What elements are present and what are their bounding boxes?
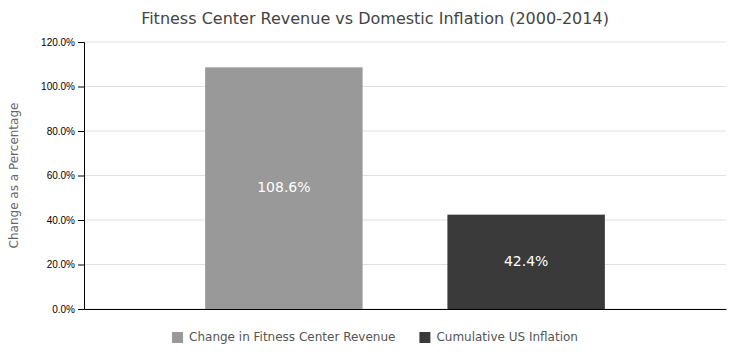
y-axis-line xyxy=(78,43,85,310)
data-labels: 108.6% 42.4% xyxy=(257,179,548,269)
x-axis-line xyxy=(85,309,727,310)
y-tick-mark xyxy=(78,309,84,310)
y-tick: 100.0% xyxy=(41,81,84,92)
grid-line xyxy=(84,309,726,310)
grid-line xyxy=(84,220,726,221)
y-tick-label: 20.0% xyxy=(47,259,75,270)
y-axis-title: Change as a Percentage xyxy=(7,103,21,249)
y-tick: 20.0% xyxy=(47,259,84,270)
y-tick-mark xyxy=(78,220,84,221)
y-tick: 120.0% xyxy=(41,37,84,48)
y-axis: 0.0% 20.0% 40.0% 60.0% 80.0% 100.0% 120.0% xyxy=(41,37,84,315)
title: Fitness Center Revenue vs Domestic Infla… xyxy=(141,9,609,28)
y-tick-label: 40.0% xyxy=(47,215,75,226)
y-tick-mark xyxy=(78,42,84,43)
legend-swatch xyxy=(419,332,430,343)
bar xyxy=(447,215,604,309)
legend-item: Cumulative US Inflation xyxy=(419,330,578,344)
y-tick-label: 80.0% xyxy=(47,126,75,137)
legend: Change in Fitness Center Revenue Cumulati… xyxy=(172,330,578,344)
y-tick-mark xyxy=(78,265,84,266)
y-tick: 80.0% xyxy=(47,126,84,137)
grid-line xyxy=(84,264,726,265)
legend-label: Change in Fitness Center Revenue xyxy=(189,330,395,344)
y-tick-label: 60.0% xyxy=(47,170,75,181)
data-label: 42.4% xyxy=(504,253,548,269)
grid xyxy=(84,42,726,309)
y-tick-label: 0.0% xyxy=(52,304,75,315)
plot-area: 0.0% 20.0% 40.0% 60.0% 80.0% 100.0% 120.0% 108.… xyxy=(41,37,726,315)
bars xyxy=(205,67,605,309)
x-axis xyxy=(85,309,727,310)
y-tick: 60.0% xyxy=(47,170,84,181)
grid-line xyxy=(84,175,726,176)
y-tick-label: 100.0% xyxy=(41,81,75,92)
legend-label: Cumulative US Inflation xyxy=(436,330,578,344)
data-label: 108.6% xyxy=(257,179,310,195)
chart: 0.0% 20.0% 40.0% 60.0% 80.0% 100.0% 120.0% 108.… xyxy=(0,0,750,361)
y-tick-mark xyxy=(78,131,84,132)
grid-line xyxy=(84,86,726,87)
y-tick-mark xyxy=(78,87,84,88)
y-tick-mark xyxy=(78,176,84,177)
legend-item: Change in Fitness Center Revenue xyxy=(172,330,395,344)
y-tick: 40.0% xyxy=(47,215,84,226)
grid-line xyxy=(84,131,726,132)
y-tick-label: 120.0% xyxy=(41,37,75,48)
grid-line xyxy=(84,42,726,43)
y-tick: 0.0% xyxy=(52,304,84,315)
bar xyxy=(205,67,362,309)
legend-swatch xyxy=(172,332,183,343)
